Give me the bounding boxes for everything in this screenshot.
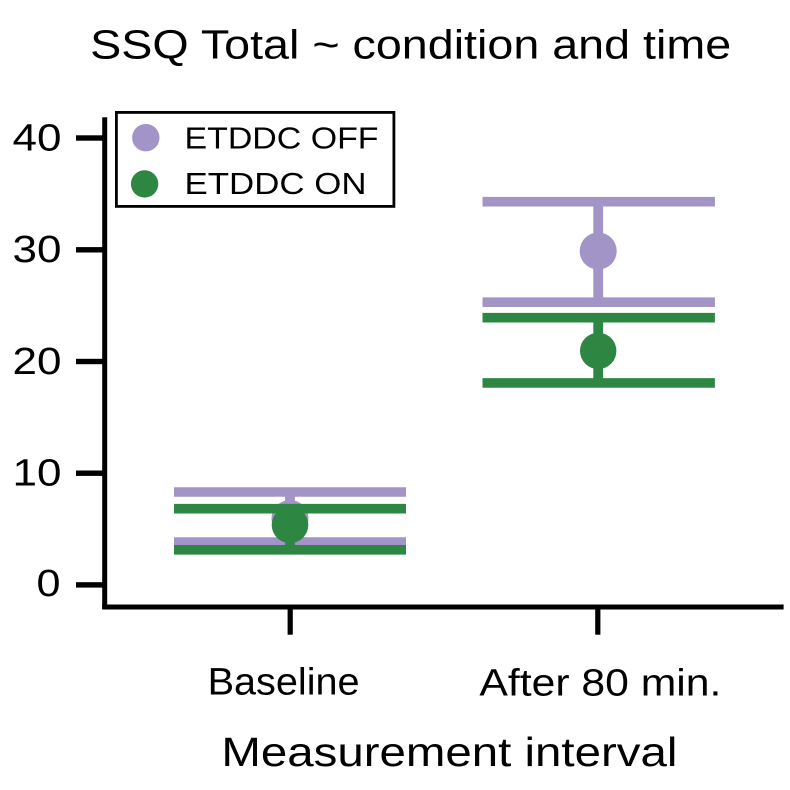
svg-text:0: 0 [37,563,61,605]
svg-text:Measurement interval: Measurement interval [221,729,677,775]
svg-text:ETDDC ON: ETDDC ON [185,166,367,201]
svg-text:10: 10 [13,453,62,495]
svg-text:ETDDC OFF: ETDDC OFF [185,121,379,156]
svg-text:40: 40 [13,117,62,159]
svg-text:Baseline: Baseline [208,662,360,704]
svg-text:SSQ Total ~ condition and time: SSQ Total ~ condition and time [90,21,731,67]
svg-text:20: 20 [13,341,62,383]
svg-text:30: 30 [13,229,62,271]
svg-text:After 80 min.: After 80 min. [479,663,721,705]
